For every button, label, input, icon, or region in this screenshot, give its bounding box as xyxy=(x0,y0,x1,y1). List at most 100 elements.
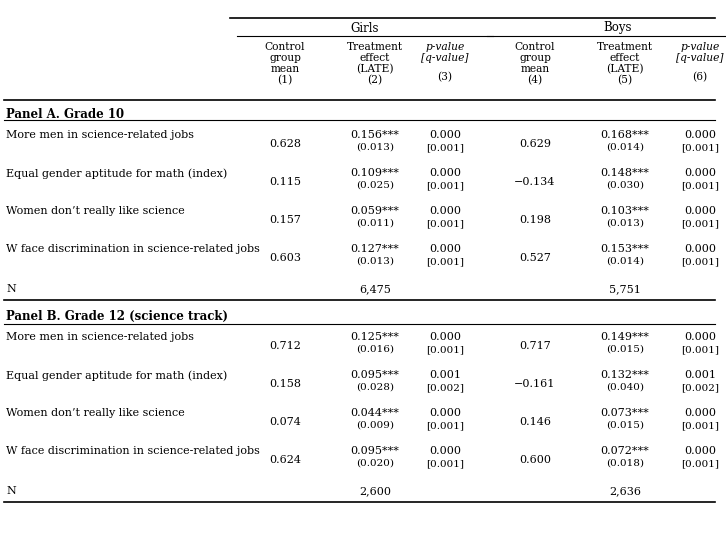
Text: (0.014): (0.014) xyxy=(606,257,644,266)
Text: 0.168***: 0.168*** xyxy=(600,130,650,140)
Text: 0.000: 0.000 xyxy=(684,168,716,178)
Text: 0.624: 0.624 xyxy=(269,455,301,465)
Text: [0.001]: [0.001] xyxy=(681,421,719,430)
Text: 0.717: 0.717 xyxy=(519,341,551,351)
Text: Women don’t really like science: Women don’t really like science xyxy=(6,408,184,418)
Text: 0.000: 0.000 xyxy=(684,130,716,140)
Text: 0.059***: 0.059*** xyxy=(351,206,399,216)
Text: 0.628: 0.628 xyxy=(269,139,301,148)
Text: (3): (3) xyxy=(438,72,452,82)
Text: [0.002]: [0.002] xyxy=(681,383,719,392)
Text: 0.095***: 0.095*** xyxy=(351,446,399,456)
Text: (0.030): (0.030) xyxy=(606,181,644,190)
Text: 0.125***: 0.125*** xyxy=(351,332,399,342)
Text: 0.000: 0.000 xyxy=(429,130,461,140)
Text: 0.072***: 0.072*** xyxy=(600,446,649,456)
Text: 6,475: 6,475 xyxy=(359,284,391,294)
Text: (4): (4) xyxy=(527,75,542,86)
Text: 0.001: 0.001 xyxy=(684,370,716,380)
Text: p-value: p-value xyxy=(425,42,465,52)
Text: N: N xyxy=(6,486,16,496)
Text: 0.146: 0.146 xyxy=(519,417,551,427)
Text: 0.000: 0.000 xyxy=(429,244,461,254)
Text: [0.001]: [0.001] xyxy=(426,345,464,354)
Text: (2): (2) xyxy=(367,75,383,86)
Text: 0.044***: 0.044*** xyxy=(351,408,399,418)
Text: 0.115: 0.115 xyxy=(269,177,301,187)
Text: 0.109***: 0.109*** xyxy=(351,168,399,178)
Text: Panel B. Grade 12 (science track): Panel B. Grade 12 (science track) xyxy=(6,310,228,323)
Text: 0.000: 0.000 xyxy=(429,332,461,342)
Text: More men in science-related jobs: More men in science-related jobs xyxy=(6,332,194,342)
Text: [0.001]: [0.001] xyxy=(681,181,719,190)
Text: 0.000: 0.000 xyxy=(429,408,461,418)
Text: mean: mean xyxy=(271,64,300,74)
Text: 0.000: 0.000 xyxy=(429,168,461,178)
Text: 0.095***: 0.095*** xyxy=(351,370,399,380)
Text: 0.157: 0.157 xyxy=(269,215,301,225)
Text: 0.132***: 0.132*** xyxy=(600,370,650,380)
Text: Women don’t really like science: Women don’t really like science xyxy=(6,206,184,216)
Text: (0.015): (0.015) xyxy=(606,421,644,430)
Text: [0.001]: [0.001] xyxy=(681,257,719,266)
Text: [0.001]: [0.001] xyxy=(426,181,464,190)
Text: (0.011): (0.011) xyxy=(356,219,394,228)
Text: 0.001: 0.001 xyxy=(429,370,461,380)
Text: (0.025): (0.025) xyxy=(356,181,394,190)
Text: (0.009): (0.009) xyxy=(356,421,394,430)
Text: mean: mean xyxy=(521,64,550,74)
Text: 0.149***: 0.149*** xyxy=(600,332,650,342)
Text: 0.600: 0.600 xyxy=(519,455,551,465)
Text: 2,636: 2,636 xyxy=(609,486,641,496)
Text: [0.001]: [0.001] xyxy=(426,257,464,266)
Text: [0.001]: [0.001] xyxy=(681,345,719,354)
Text: N: N xyxy=(6,284,16,294)
Text: Control: Control xyxy=(515,42,555,52)
Text: [0.001]: [0.001] xyxy=(426,143,464,152)
Text: 2,600: 2,600 xyxy=(359,486,391,496)
Text: W face discrimination in science-related jobs: W face discrimination in science-related… xyxy=(6,446,260,456)
Text: 0.000: 0.000 xyxy=(429,206,461,216)
Text: (0.013): (0.013) xyxy=(356,143,394,152)
Text: effect: effect xyxy=(610,53,640,63)
Text: 0.000: 0.000 xyxy=(684,332,716,342)
Text: 0.153***: 0.153*** xyxy=(600,244,650,254)
Text: (0.018): (0.018) xyxy=(606,459,644,468)
Text: 0.103***: 0.103*** xyxy=(600,206,650,216)
Text: [0.001]: [0.001] xyxy=(426,421,464,430)
Text: (0.040): (0.040) xyxy=(606,383,644,392)
Text: [0.001]: [0.001] xyxy=(681,459,719,468)
Text: (6): (6) xyxy=(693,72,708,82)
Text: (LATE): (LATE) xyxy=(606,64,644,74)
Text: 0.158: 0.158 xyxy=(269,379,301,389)
Text: 0.198: 0.198 xyxy=(519,215,551,225)
Text: 0.148***: 0.148*** xyxy=(600,168,650,178)
Text: 0.000: 0.000 xyxy=(684,408,716,418)
Text: [0.001]: [0.001] xyxy=(681,219,719,228)
Text: 0.000: 0.000 xyxy=(684,206,716,216)
Text: (0.020): (0.020) xyxy=(356,459,394,468)
Text: [q-value]: [q-value] xyxy=(421,53,469,63)
Text: p-value: p-value xyxy=(680,42,719,52)
Text: [0.002]: [0.002] xyxy=(426,383,464,392)
Text: 5,751: 5,751 xyxy=(609,284,641,294)
Text: Equal gender aptitude for math (index): Equal gender aptitude for math (index) xyxy=(6,168,227,179)
Text: 0.603: 0.603 xyxy=(269,253,301,263)
Text: −0.134: −0.134 xyxy=(514,177,555,187)
Text: [0.001]: [0.001] xyxy=(426,219,464,228)
Text: (0.013): (0.013) xyxy=(356,257,394,266)
Text: Girls: Girls xyxy=(351,22,379,34)
Text: Control: Control xyxy=(265,42,305,52)
Text: 0.629: 0.629 xyxy=(519,139,551,148)
Text: −0.161: −0.161 xyxy=(514,379,555,389)
Text: Boys: Boys xyxy=(603,22,632,34)
Text: 0.156***: 0.156*** xyxy=(351,130,399,140)
Text: Treatment: Treatment xyxy=(347,42,403,52)
Text: (1): (1) xyxy=(277,75,293,86)
Text: More men in science-related jobs: More men in science-related jobs xyxy=(6,130,194,140)
Text: 0.000: 0.000 xyxy=(429,446,461,456)
Text: [0.001]: [0.001] xyxy=(681,143,719,152)
Text: 0.000: 0.000 xyxy=(684,244,716,254)
Text: (0.013): (0.013) xyxy=(606,219,644,228)
Text: (5): (5) xyxy=(617,75,632,86)
